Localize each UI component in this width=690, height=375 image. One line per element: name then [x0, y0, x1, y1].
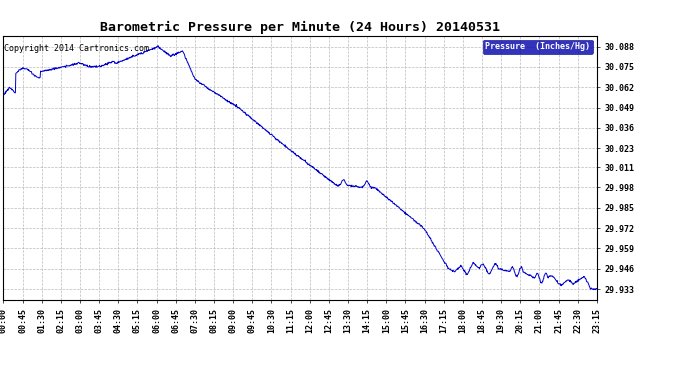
Title: Barometric Pressure per Minute (24 Hours) 20140531: Barometric Pressure per Minute (24 Hours…	[100, 21, 500, 34]
Text: Copyright 2014 Cartronics.com: Copyright 2014 Cartronics.com	[4, 44, 149, 52]
Legend: Pressure  (Inches/Hg): Pressure (Inches/Hg)	[483, 40, 593, 54]
